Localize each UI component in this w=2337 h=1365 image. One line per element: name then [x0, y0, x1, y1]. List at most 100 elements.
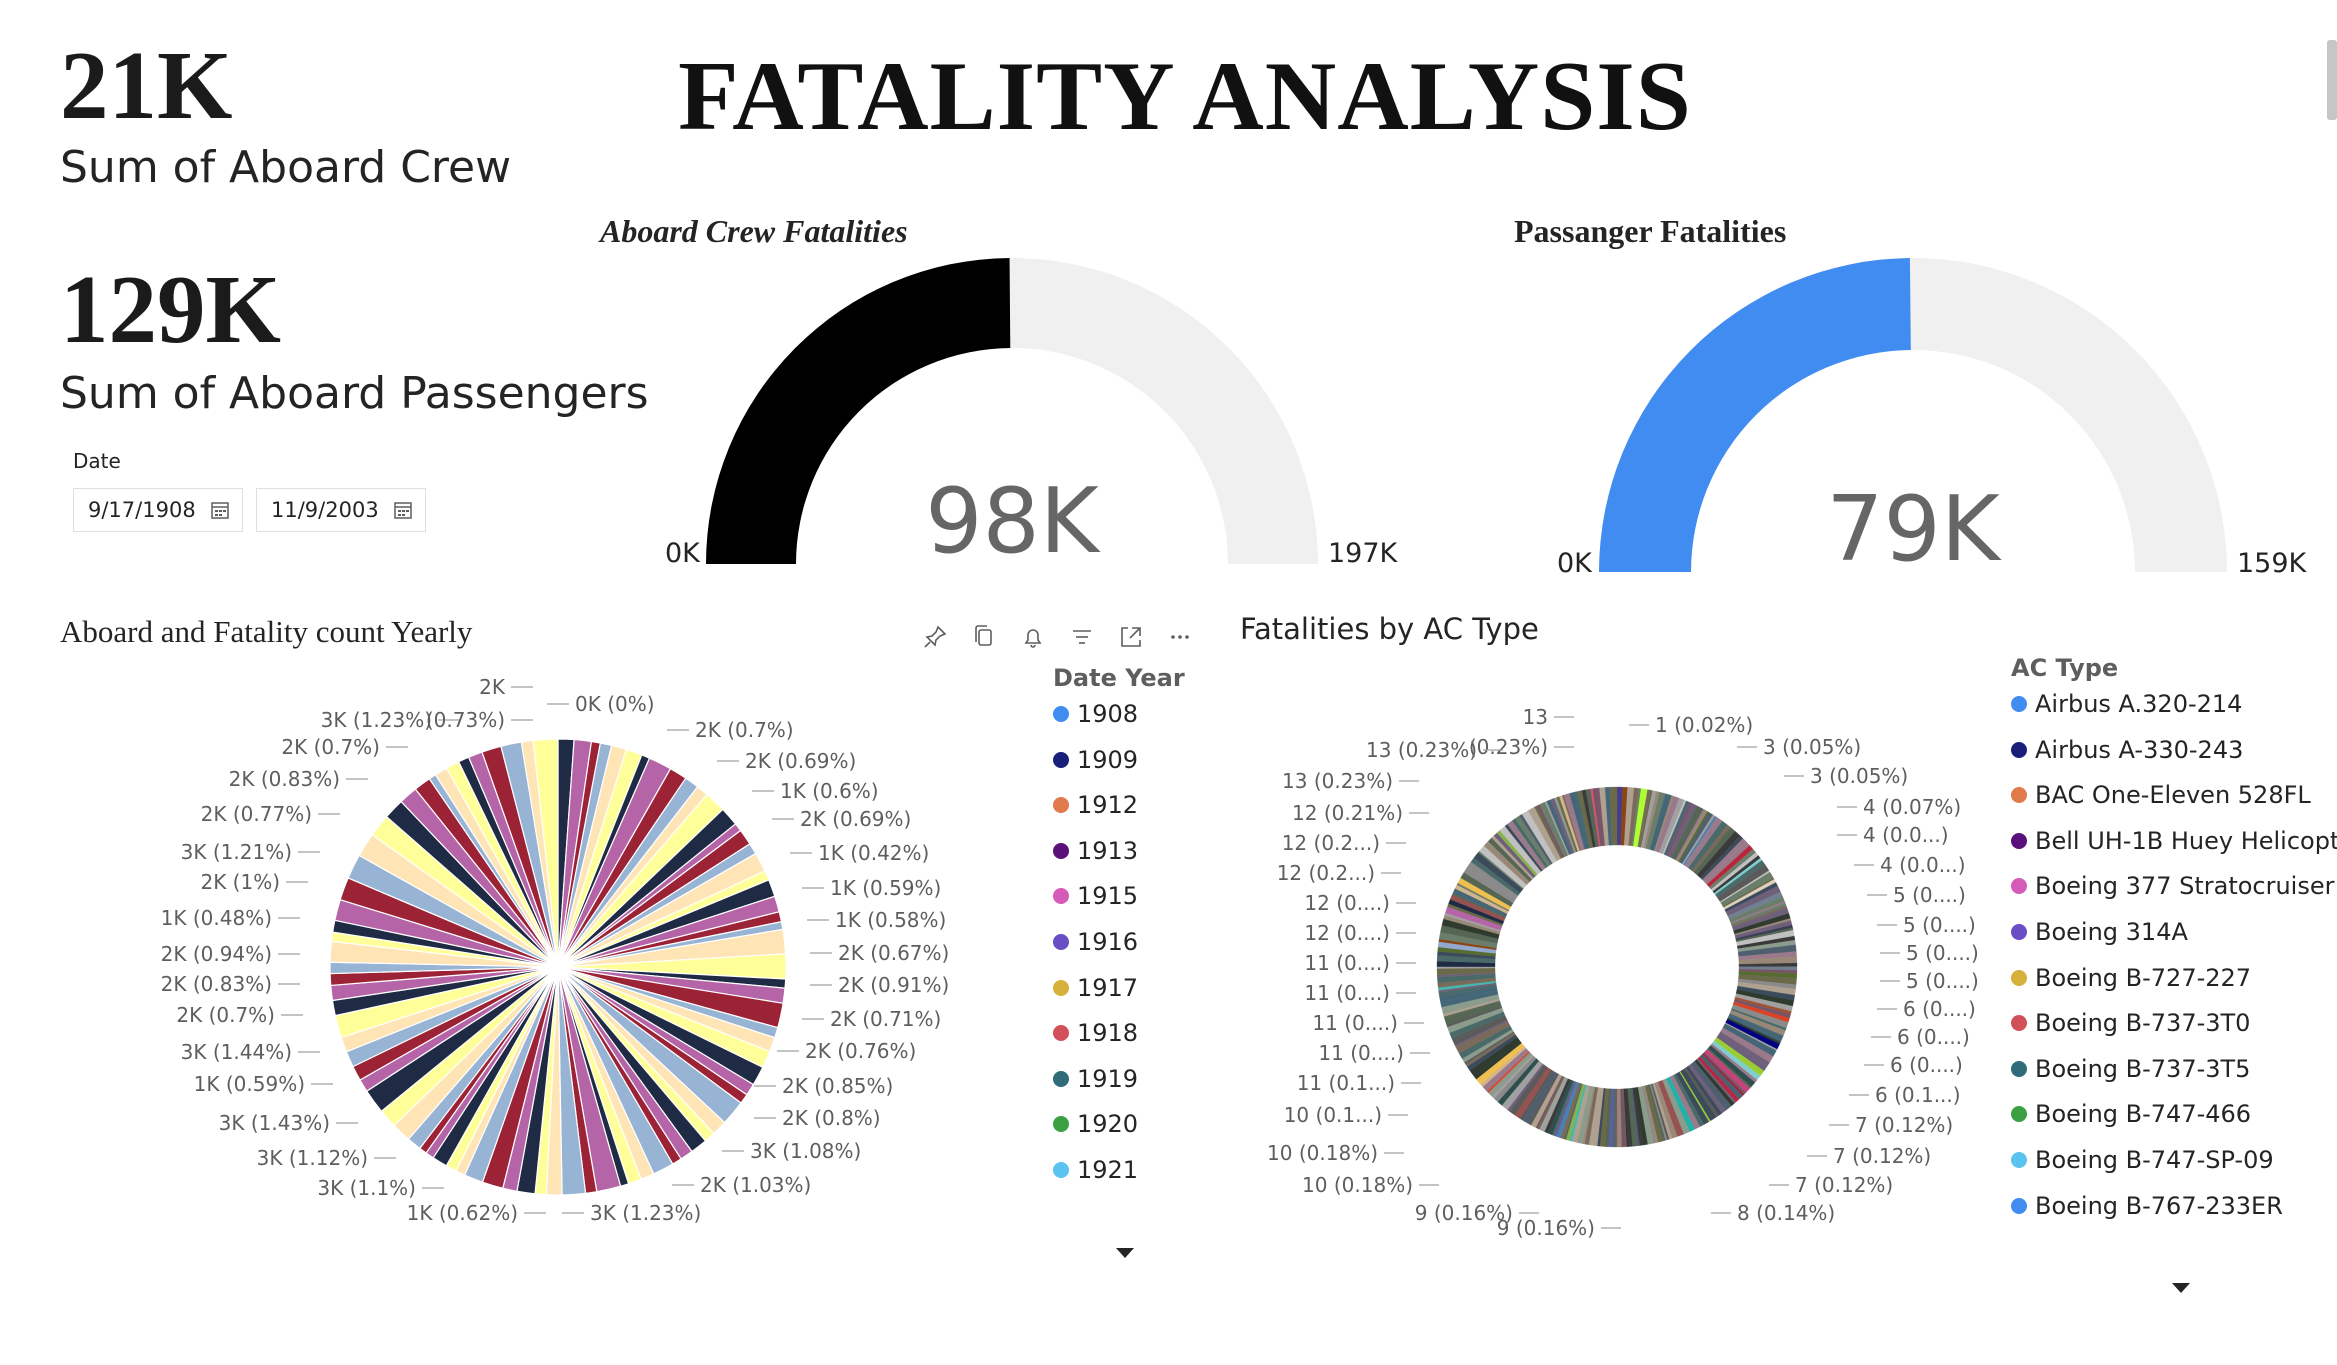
- legend-item[interactable]: 1909: [1053, 746, 1138, 774]
- more-options-icon[interactable]: [1165, 622, 1195, 652]
- legend-color-dot: [2011, 741, 2027, 758]
- legend-label: Airbus A.320-214: [2035, 690, 2243, 718]
- legend-label: 1912: [1077, 791, 1139, 820]
- yearly-pie-title: Aboard and Fatality count Yearly: [60, 614, 473, 649]
- legend-label: 1913: [1077, 836, 1139, 865]
- legend-label: Boeing B-737-3T5: [2035, 1054, 2251, 1083]
- pie-data-label: 1K (0.48%): [161, 906, 272, 930]
- donut-data-label: 11 (0....): [1318, 1041, 1404, 1065]
- donut-data-label: 12 (0....): [1304, 891, 1390, 915]
- ac-type-donut-chart: 13 (0.23%) 1 (0.02%) 3 (0.05%) 3 (0.05%) 4 (0…: [1267, 705, 1979, 1240]
- pie-legend-scroll-down[interactable]: [1116, 1248, 1134, 1258]
- donut-data-label: 13 (0.23%): [1366, 738, 1477, 762]
- legend-item[interactable]: 1918: [1053, 1019, 1138, 1047]
- filter-icon[interactable]: [1067, 622, 1097, 652]
- pie-data-label: 3K (1.44%): [181, 1040, 292, 1064]
- pie-data-label: 2K (1%): [200, 870, 280, 894]
- legend-item[interactable]: 1913: [1053, 837, 1138, 865]
- donut-data-label: 12 (0.21%): [1292, 801, 1403, 825]
- legend-label: Boeing B-767-233ER: [2035, 1191, 2283, 1220]
- legend-label: 1909: [1077, 745, 1139, 774]
- pie-data-label: 0K (0%): [575, 692, 655, 716]
- pin-icon[interactable]: [920, 622, 950, 652]
- crew-gauge-title: Aboard Crew Fatalities: [600, 213, 908, 249]
- gauge-fill: [1599, 258, 1911, 572]
- date-start-input[interactable]: 9/17/1908: [73, 488, 243, 532]
- pie-data-label: 2K (0.8%): [782, 1106, 881, 1130]
- pie-data-label: (0.73%): [426, 708, 505, 732]
- legend-color-dot: [1053, 888, 1069, 905]
- bell-icon[interactable]: [1018, 622, 1048, 652]
- gauge-fill: [706, 258, 1011, 564]
- legend-color-dot: [2011, 1152, 2027, 1168]
- donut-data-label: 11 (0.1...): [1297, 1071, 1395, 1095]
- donut-legend-title: AC Type: [2011, 654, 2119, 682]
- donut-data-label: 10 (0.1...): [1284, 1103, 1382, 1127]
- donut-data-label: 5 (0....): [1906, 969, 1979, 993]
- legend-label: 1919: [1077, 1064, 1139, 1093]
- pie-data-label: 2K (1.03%): [700, 1173, 811, 1197]
- legend-item[interactable]: 1920: [1053, 1110, 1138, 1138]
- legend-label: Boeing B-747-466: [2035, 1100, 2252, 1129]
- donut-data-label: 3 (0.05%): [1810, 764, 1908, 788]
- legend-item[interactable]: 1908: [1053, 700, 1138, 728]
- donut-data-label: 6 (0....): [1897, 1025, 1970, 1049]
- legend-item[interactable]: Boeing 314A: [2011, 918, 2188, 946]
- legend-color-dot: [2011, 1015, 2027, 1032]
- legend-item[interactable]: Boeing B-767-233ER: [2011, 1192, 2283, 1220]
- legend-item[interactable]: Bell UH-1B Huey Helicopter: [2011, 827, 2337, 855]
- legend-item[interactable]: Boeing 377 Stratocruiser: [2011, 872, 2334, 900]
- pie-data-label: 1K (0.58%): [835, 908, 946, 932]
- copy-icon[interactable]: [969, 622, 999, 652]
- legend-item[interactable]: Boeing B-747-SP-09: [2011, 1146, 2274, 1174]
- calendar-icon[interactable]: [210, 500, 230, 520]
- donut-data-label: 7 (0.12%): [1855, 1113, 1953, 1137]
- legend-label: 1915: [1077, 882, 1139, 911]
- legend-color-dot: [1053, 1070, 1069, 1087]
- pie-data-label: 1K (0.59%): [830, 876, 941, 900]
- page-scrollbar[interactable]: [2327, 40, 2337, 120]
- legend-item[interactable]: 1916: [1053, 928, 1138, 956]
- donut-data-label: 4 (0.07%): [1863, 795, 1961, 819]
- pie-data-label: 1K (0.42%): [818, 841, 929, 865]
- donut-data-label: 12 (0....): [1304, 921, 1390, 945]
- legend-color-dot: [2011, 969, 2027, 986]
- legend-item[interactable]: 1912: [1053, 791, 1138, 819]
- donut-legend-scroll-down[interactable]: [2172, 1283, 2190, 1293]
- pie-data-label: 3K (1.23%): [590, 1201, 701, 1225]
- donut-data-label: 4 (0.0...): [1880, 853, 1966, 877]
- pie-data-label: 3K (1.43%): [219, 1111, 330, 1135]
- legend-item[interactable]: Boeing B-727-227: [2011, 964, 2251, 992]
- legend-item[interactable]: 1919: [1053, 1065, 1138, 1093]
- page-title: FATALITY ANALYSIS: [678, 42, 1692, 151]
- legend-item[interactable]: Airbus A-330-243: [2011, 736, 2243, 764]
- donut-data-label: 12 (0.2...): [1282, 831, 1380, 855]
- pie-legend-title: Date Year: [1053, 664, 1185, 692]
- pie-data-label: 2K (0.91%): [838, 973, 949, 997]
- focus-mode-icon[interactable]: [1116, 622, 1146, 652]
- legend-item[interactable]: Boeing B-737-3T0: [2011, 1009, 2250, 1037]
- donut-data-label: 3 (0.05%): [1763, 735, 1861, 759]
- legend-label: Bell UH-1B Huey Helicopter: [2035, 826, 2337, 855]
- donut-data-label: 6 (0....): [1890, 1053, 1963, 1077]
- legend-item[interactable]: Boeing B-737-3T5: [2011, 1055, 2250, 1083]
- pie-data-label: 2K (0.7%): [281, 735, 380, 759]
- legend-item[interactable]: 1917: [1053, 974, 1138, 1002]
- legend-item[interactable]: 1921: [1053, 1156, 1138, 1184]
- legend-color-dot: [1053, 1025, 1069, 1042]
- legend-item[interactable]: Boeing B-747-466: [2011, 1100, 2251, 1128]
- donut-data-label: 11 (0....): [1312, 1011, 1398, 1035]
- date-end-input[interactable]: 11/9/2003: [256, 488, 426, 532]
- legend-label: 1921: [1077, 1156, 1139, 1184]
- legend-item[interactable]: 1915: [1053, 882, 1138, 910]
- donut-data-label: 5 (0....): [1906, 941, 1979, 965]
- legend-item[interactable]: Airbus A.320-214: [2011, 690, 2242, 718]
- calendar-icon[interactable]: [393, 500, 413, 520]
- visual-header-toolbar: [920, 622, 1195, 652]
- pie-data-label: 1K (0.59%): [194, 1072, 305, 1096]
- donut-data-label: 13: [1523, 705, 1548, 729]
- legend-item[interactable]: BAC One-Eleven 528FL: [2011, 781, 2311, 809]
- donut-data-label: 6 (0.1...): [1875, 1083, 1961, 1107]
- donut-data-label: 7 (0.12%): [1795, 1173, 1893, 1197]
- crew-fatalities-gauge: 98K: [706, 258, 1318, 574]
